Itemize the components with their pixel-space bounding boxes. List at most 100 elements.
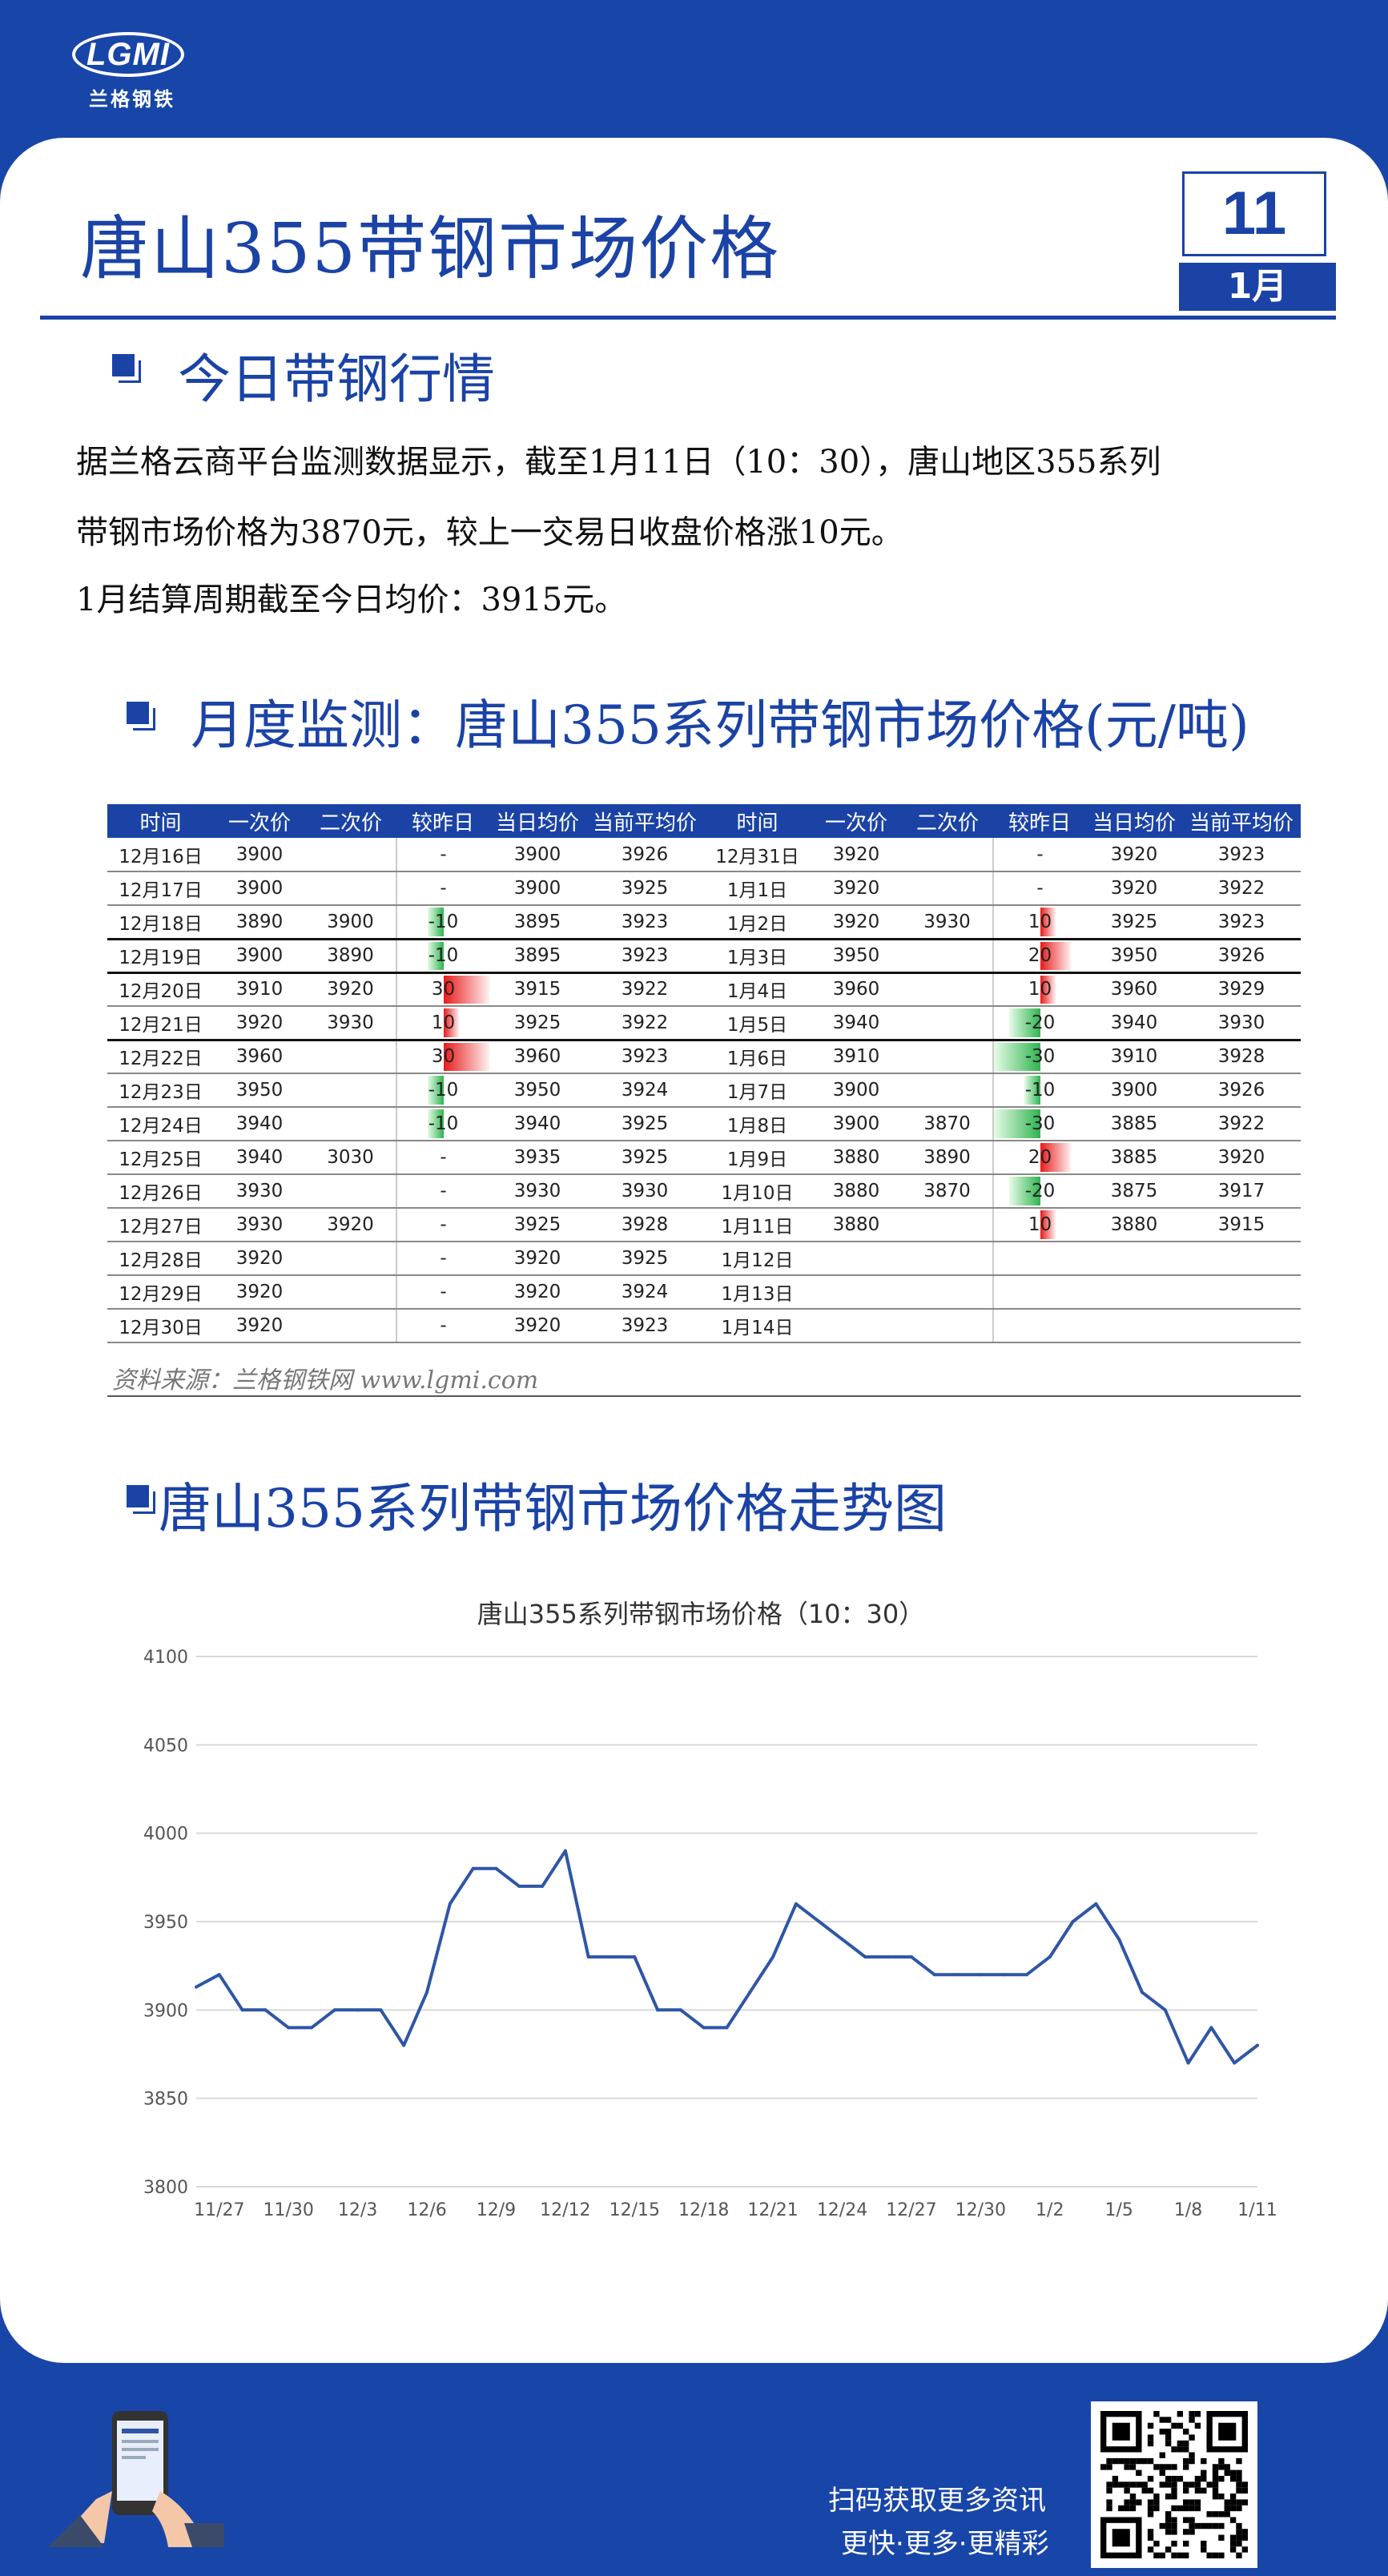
table-cell xyxy=(1086,1309,1182,1343)
table-cell: 3880 xyxy=(811,1208,902,1242)
data-point xyxy=(678,2008,682,2012)
column-header: 二次价 xyxy=(902,804,993,838)
table-cell: - xyxy=(396,1309,489,1343)
table-cell: 1月11日 xyxy=(704,1208,811,1242)
table-cell: 3923 xyxy=(585,939,704,974)
table-cell: 3930 xyxy=(305,1006,397,1041)
phone-in-hand-icon xyxy=(48,2411,224,2547)
column-header: 当前平均价 xyxy=(585,804,704,838)
data-point xyxy=(1094,1902,1098,1906)
table-cell: 3920 xyxy=(214,1242,305,1276)
table-cell: 30 xyxy=(396,972,489,1007)
table-cell: 3870 xyxy=(902,1174,994,1209)
delta-value: 10 xyxy=(1028,911,1052,932)
table-cell: 3930 xyxy=(585,1174,704,1209)
y-tick-label: 3800 xyxy=(143,2178,188,2198)
table-cell: 3923 xyxy=(1182,905,1301,940)
x-tick-label: 12/21 xyxy=(747,2200,798,2220)
series-line xyxy=(195,1849,1259,2065)
table-cell: 3917 xyxy=(1182,1174,1301,1209)
table-cell: 3880 xyxy=(811,1174,902,1209)
table-cell: 3928 xyxy=(585,1208,704,1242)
table-cell: - xyxy=(396,1174,489,1209)
table-cell xyxy=(305,1040,397,1074)
data-point xyxy=(817,1920,821,1923)
table-cell xyxy=(902,1208,994,1242)
table-cell: 12月30日 xyxy=(107,1309,214,1343)
data-point xyxy=(517,1884,521,1888)
increase-bar xyxy=(1040,1210,1056,1239)
table-cell: - xyxy=(396,1141,489,1175)
x-tick-label: 12/12 xyxy=(540,2200,590,2220)
data-point xyxy=(195,1985,198,1989)
delta-value: 30 xyxy=(431,1046,456,1068)
table-cell: -30 xyxy=(993,1107,1086,1141)
table-row: 12月21日 3920 3930 10 3925 3922 1月5日 3940 -20 3940 3… xyxy=(107,1006,1301,1041)
table-row: 12月28日 3920-3920 3925 1月12日 xyxy=(107,1242,1301,1276)
table-cell: 30 xyxy=(396,1040,489,1074)
table-cell: 3930 xyxy=(902,905,994,940)
table-cell: 3920 xyxy=(214,1309,305,1343)
qr-code-icon[interactable] xyxy=(1091,2401,1257,2568)
delta-value: -20 xyxy=(1024,1181,1056,1201)
decrease-bar xyxy=(428,1076,444,1105)
summary-line-3: 1月结算周期截至今日均价：3915元。 xyxy=(76,582,627,618)
data-point xyxy=(1209,2026,1213,2030)
delta-value: -10 xyxy=(428,1080,459,1101)
section-square-icon xyxy=(112,354,141,383)
table-cell xyxy=(993,1275,1086,1310)
table-cell: 3925 xyxy=(585,1107,704,1141)
table-cell xyxy=(902,939,994,974)
table-cell: 3030 xyxy=(305,1141,397,1175)
data-point xyxy=(956,1973,960,1977)
data-point xyxy=(840,1938,844,1942)
summary-line-2: 带钢市场价格为3870元，较上一交易日收盘价格涨10元。 xyxy=(76,514,903,551)
section-title-monthly: 月度监测：唐山355系列带钢市场价格(元/吨) xyxy=(191,694,1249,756)
data-point xyxy=(794,1902,798,1906)
decrease-bar xyxy=(428,908,444,936)
table-cell: - xyxy=(396,1208,489,1242)
table-cell: 3960 xyxy=(811,972,902,1007)
delta-value: -10 xyxy=(1024,1080,1056,1101)
data-point xyxy=(586,1955,590,1959)
table-cell xyxy=(1086,1275,1182,1310)
column-header: 时间 xyxy=(704,804,811,838)
data-point xyxy=(1163,2008,1167,2012)
data-point xyxy=(656,2008,660,2012)
table-cell: 3960 xyxy=(1086,972,1182,1007)
x-tick-label: 1/5 xyxy=(1104,2200,1133,2220)
table-cell: 3924 xyxy=(585,1073,704,1108)
data-point xyxy=(494,1866,498,1870)
column-header: 当前平均价 xyxy=(1182,804,1301,838)
table-cell xyxy=(993,1309,1086,1343)
table-cell: 3920 xyxy=(1086,871,1182,906)
table-cell: 3923 xyxy=(585,1040,704,1074)
decrease-bar xyxy=(994,1109,1040,1138)
table-cell: 3875 xyxy=(1086,1174,1182,1209)
table-cell: 1月6日 xyxy=(704,1040,811,1074)
x-tick-label: 12/15 xyxy=(610,2200,660,2220)
table-cell: 1月2日 xyxy=(704,905,811,940)
data-point xyxy=(448,1902,452,1906)
data-point xyxy=(1233,2061,1237,2065)
summary-line-1: 据兰格云商平台监测数据显示，截至1月11日（10：30），唐山地区355系列 xyxy=(76,444,1161,481)
table-cell: 12月28日 xyxy=(107,1242,214,1276)
x-tick-label: 1/2 xyxy=(1036,2200,1064,2220)
increase-bar xyxy=(443,1042,489,1071)
delta-value: 20 xyxy=(1028,1147,1052,1168)
table-cell: 3920 xyxy=(305,972,397,1007)
table-cell: - xyxy=(396,838,489,872)
table-cell: 3895 xyxy=(489,905,585,940)
table-cell: 1月13日 xyxy=(704,1275,811,1310)
data-point xyxy=(240,2008,244,2012)
table-cell: 3950 xyxy=(214,1073,305,1108)
table-cell: -20 xyxy=(993,1006,1086,1041)
table-cell xyxy=(305,1309,397,1343)
table-cell: 12月18日 xyxy=(107,905,214,940)
table-cell xyxy=(305,1107,397,1141)
data-point xyxy=(541,1884,545,1888)
date-month: 1月 xyxy=(1179,263,1336,311)
data-point xyxy=(332,2008,336,2012)
table-cell: 3920 xyxy=(489,1242,585,1276)
decrease-bar xyxy=(994,1042,1040,1071)
